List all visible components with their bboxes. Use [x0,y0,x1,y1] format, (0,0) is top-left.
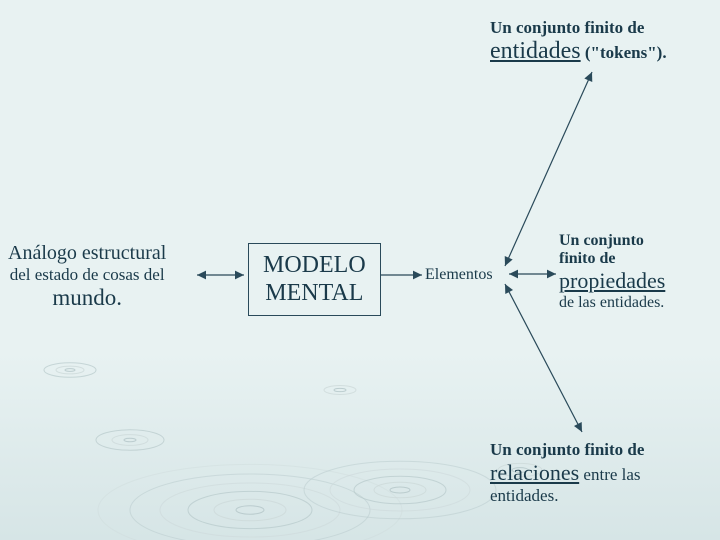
top-pre: Un conjunto finito de [490,18,667,38]
top-big: entidades [490,38,581,64]
bottom-tail: entidades. [490,486,644,506]
top-text-entidades: Un conjunto finito de entidades ("tokens… [490,18,667,65]
center-line2: MENTAL [263,280,366,308]
top-paren: ("tokens"). [581,43,667,62]
right-text-propiedades: Un conjunto finito de propiedades de las… [559,232,665,312]
bottom-pre: Un conjunto finito de [490,440,644,460]
center-line1: MODELO [263,252,366,280]
right-line2: finito de [559,250,665,268]
bottom-mid: entre las [579,465,640,484]
left-line2: del estado de cosas del [8,265,166,285]
right-tail: de las entidades. [559,294,665,312]
right-big: propiedades [559,268,665,294]
left-line1: Análogo estructural [8,242,166,265]
left-line3: mundo. [8,285,166,311]
left-text-block: Análogo estructural del estado de cosas … [8,242,166,311]
elementos-text: Elementos [425,266,493,283]
center-box-modelo-mental: MODELO MENTAL [248,243,381,316]
right-line1: Un conjunto [559,232,665,250]
bottom-big: relaciones [490,460,579,485]
elementos-label: Elementos [425,266,493,284]
bottom-text-relaciones: Un conjunto finito de relaciones entre l… [490,440,644,506]
